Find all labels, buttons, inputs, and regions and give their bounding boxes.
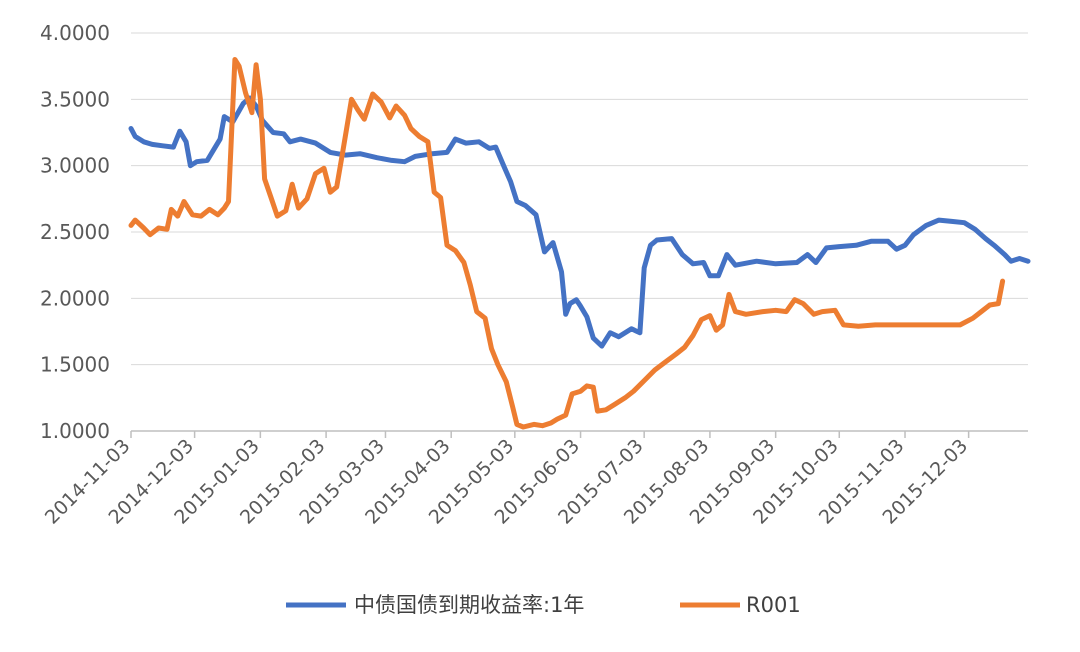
y-tick-label: 3.5000 — [40, 87, 110, 111]
gridlines — [131, 32, 1028, 366]
series-lines — [128, 57, 1031, 430]
y-tick-label: 2.5000 — [40, 220, 110, 244]
y-tick-label: 1.5000 — [40, 353, 110, 377]
y-axis-ticks: 1.0000 1.5000 2.0000 2.5000 3.0000 3.5000 4.00… — [40, 21, 110, 443]
series-line-1 — [128, 95, 1031, 349]
legend: 中债国债到期收益率:1年 R001 — [286, 593, 801, 617]
y-tick-label: 4.0000 — [40, 21, 110, 45]
y-tick-label: 3.0000 — [40, 154, 110, 178]
series-line-2 — [128, 57, 1006, 430]
legend-label-series-1: 中债国债到期收益率:1年 — [354, 593, 584, 617]
y-tick-label: 1.0000 — [40, 419, 110, 443]
x-axis-ticks: 2014-11-032014-12-032015-01-032015-02-03… — [41, 431, 972, 529]
legend-label-series-2: R001 — [746, 593, 801, 617]
y-tick-label: 2.0000 — [40, 286, 110, 310]
